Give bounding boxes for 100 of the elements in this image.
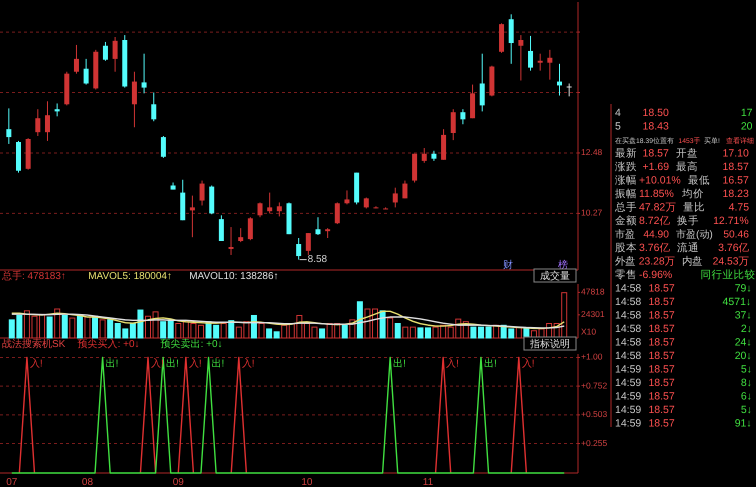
candlestick — [142, 53, 147, 94]
text: 14:58 18.57 2↓ — [615, 323, 752, 335]
candlestick — [35, 108, 40, 136]
text: 14:59 18.57 91↓ — [615, 418, 752, 430]
text: 4 18.50 17 — [615, 107, 753, 119]
y-tick-label: 10.27 — [581, 208, 603, 218]
series-label: 预尖卖出: +0↓ — [160, 338, 223, 350]
bar — [319, 328, 326, 338]
candlestick — [508, 14, 514, 64]
candlestick — [84, 58, 89, 86]
bar — [46, 316, 53, 338]
y-tick-label: 47818 — [581, 286, 605, 297]
x-tick-label: 10 — [301, 477, 313, 487]
bar — [356, 301, 363, 338]
text: 涨幅 +10.01% 最低 16.57 — [615, 174, 749, 186]
series-label: 预尖买入: +0↓ — [78, 338, 140, 350]
text: 14:59 18.57 6↓ — [615, 390, 752, 402]
text: 市盈 44.90 市盈(动) 50.46 — [615, 228, 750, 240]
annotation: 出! — [166, 357, 179, 370]
annotation: 出! — [212, 357, 224, 370]
candlestick — [344, 190, 350, 205]
bar — [281, 324, 288, 338]
y-tick-label: +0.503 — [581, 409, 608, 420]
candlestick — [238, 228, 244, 243]
candlestick — [547, 49, 552, 80]
bar — [62, 314, 68, 338]
candlestick — [200, 180, 205, 206]
text: 14:58 18.57 20↓ — [615, 350, 752, 362]
candlestick — [528, 35, 534, 72]
bar — [387, 318, 394, 338]
candlestick — [518, 34, 524, 81]
annotation: 入! — [188, 357, 202, 370]
candlestick — [460, 108, 466, 125]
text: 总手 47.82万 量比 4.75 — [615, 202, 750, 214]
y-tick-label: 24301 — [581, 309, 605, 320]
text: 成交量 — [540, 270, 570, 282]
candlestick — [112, 36, 118, 72]
candlestick — [334, 202, 340, 225]
bar — [76, 316, 83, 338]
text: 14:58 18.57 24↓ — [615, 336, 752, 348]
annotation: 入! — [151, 357, 164, 370]
x-tick-label: 11 — [422, 477, 434, 487]
text: 股本 3.76亿 流通 3.76亿 — [615, 242, 750, 254]
annotation: 8.58 — [308, 254, 328, 266]
annotation: 出! — [484, 357, 497, 370]
candlestick — [248, 216, 253, 241]
annotation: 出! — [106, 357, 118, 370]
candlestick — [44, 100, 50, 142]
candlestick — [364, 197, 369, 209]
candlestick — [132, 71, 137, 128]
text: 振幅 11.85% 均价 18.23 — [615, 188, 749, 200]
bar — [69, 318, 76, 338]
annotation: 出! — [393, 357, 406, 370]
candlestick — [431, 150, 436, 162]
chart-title: 战法搜索机SK — [2, 338, 66, 350]
y-axis-title: X10 — [581, 326, 596, 336]
candlestick — [228, 226, 234, 256]
candlestick — [190, 195, 195, 238]
bar — [342, 324, 348, 338]
candlestick — [218, 214, 224, 242]
text: 14:58 18.57 37↓ — [615, 310, 752, 322]
candlestick — [74, 44, 79, 74]
annotation: 入! — [242, 357, 255, 370]
candlestick — [402, 180, 408, 199]
text: 14:58 18.57 4571↓ — [615, 296, 752, 308]
annotation: 入! — [30, 357, 43, 370]
text: 14:59 18.57 5↓ — [615, 364, 752, 376]
text: 14:59 18.57 5↓ — [615, 404, 752, 416]
text: 14:58 18.57 79↓ — [615, 282, 752, 294]
text: 零售 -6.96% 同行业比较 — [615, 269, 756, 281]
candlestick — [296, 238, 302, 260]
candlestick — [306, 232, 311, 256]
candlestick — [276, 202, 282, 217]
candlestick — [267, 192, 272, 214]
text: MAVOL10: 138286↑ — [189, 271, 279, 282]
text: 总手: 478183↑ — [1, 270, 66, 282]
text: MAVOL5: 180004↑ — [88, 271, 172, 282]
candlestick — [6, 108, 12, 144]
candlestick — [566, 82, 572, 97]
x-tick-label: 08 — [82, 477, 94, 487]
candlestick — [450, 108, 456, 141]
bar — [84, 316, 90, 338]
text: 14:59 18.57 8↓ — [615, 377, 752, 389]
bar — [250, 314, 257, 338]
candlestick — [151, 92, 156, 122]
candlestick — [160, 136, 166, 158]
text: 最新 18.57 开盘 17.10 — [615, 148, 749, 160]
candlestick — [422, 148, 427, 164]
bar — [394, 323, 401, 338]
x-tick-label: 07 — [6, 477, 18, 487]
candlestick — [392, 187, 398, 208]
text: 外盘 23.28万 内盘 24.53万 — [615, 256, 748, 268]
candlestick — [480, 53, 485, 112]
bar — [92, 316, 98, 338]
candlestick — [102, 41, 108, 62]
y-tick-label: 12.48 — [581, 147, 603, 158]
annotation: 入! — [522, 357, 535, 370]
bar — [258, 323, 265, 338]
candlestick — [557, 63, 562, 96]
bar — [100, 319, 106, 338]
